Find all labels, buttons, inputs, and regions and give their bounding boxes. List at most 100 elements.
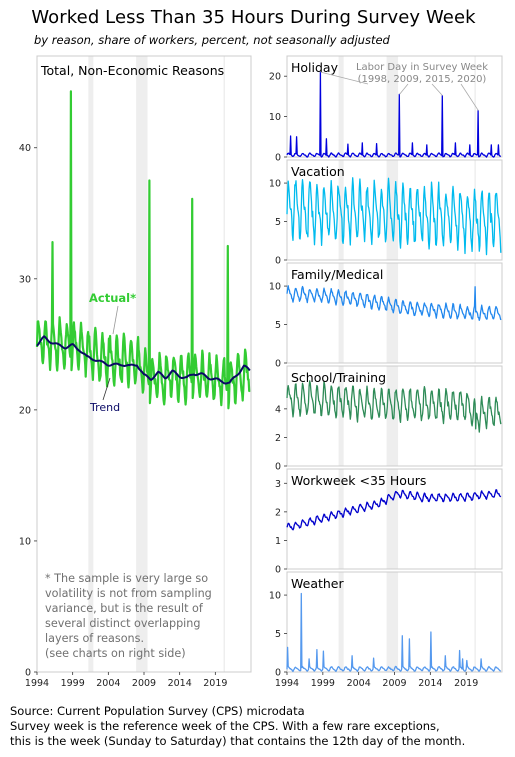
x-tick-label: 1994 — [275, 678, 299, 689]
y-tick-label: 0 — [275, 153, 281, 164]
recession-band — [386, 160, 399, 260]
annotation-line: Labor Day in Survey Week — [356, 62, 488, 73]
y-tick-label: 0 — [275, 668, 281, 679]
y-tick-label: 20 — [269, 72, 281, 83]
recession-band — [338, 263, 344, 363]
label-actual: Actual* — [89, 291, 136, 305]
series-workweek-line — [286, 489, 502, 531]
y-tick-label: 10 — [269, 282, 281, 293]
recession-band — [338, 366, 344, 466]
recession-band — [136, 56, 148, 672]
series-school-line — [286, 380, 502, 433]
panel-frame — [286, 55, 503, 158]
y-tick-label: 10 — [269, 591, 281, 602]
footer-source: Source: Current Population Survey (CPS) … — [10, 704, 305, 718]
panel-title-school: School/Training — [291, 370, 386, 385]
y-tick-label: 20 — [19, 405, 31, 416]
series-vacation-line — [286, 177, 502, 256]
x-tick-label: 2019 — [203, 678, 227, 689]
y-tick-label: 10 — [269, 112, 281, 123]
y-tick-label: 2 — [275, 433, 281, 444]
y-tick-label: 3 — [275, 479, 281, 490]
footnote-line: variance, but is the result of — [45, 602, 204, 615]
y-tick-label: 5 — [275, 320, 281, 331]
series-holiday-line — [286, 71, 501, 158]
label-trend: Trend — [89, 401, 120, 414]
x-tick-label: 2019 — [454, 678, 478, 689]
y-tick-label: 10 — [19, 536, 31, 547]
panel-title-vacation: Vacation — [291, 164, 345, 179]
x-tick-label: 2004 — [96, 678, 120, 689]
recession-band — [386, 469, 399, 569]
y-tick-label: 0 — [275, 565, 281, 576]
recession-band — [474, 469, 476, 569]
panel-main: 0 10 20 30 40 1994 1999 2004 2009 2014 2019 — [19, 55, 252, 689]
x-tick-label: 1994 — [25, 678, 49, 689]
panel-holiday: 0 10 20 — [269, 55, 503, 164]
footnote-line: several distinct overlapping — [45, 617, 200, 630]
y-tick-label: 5 — [275, 629, 281, 640]
y-tick-label: 0 — [275, 256, 281, 267]
series-family-line — [286, 285, 502, 321]
recession-band — [474, 263, 476, 363]
annotation-pointer — [460, 83, 479, 111]
recession-band — [338, 469, 344, 569]
series-trend-line — [36, 335, 251, 385]
annotation-pointer — [320, 71, 369, 85]
label-trend-pointer — [102, 377, 111, 401]
y-tick-label: 30 — [19, 274, 31, 285]
series-actual-line — [35, 90, 251, 410]
x-tick-label: 2014 — [418, 678, 442, 689]
recession-band — [474, 572, 476, 672]
footer: Source: Current Population Survey (CPS) … — [10, 704, 465, 749]
recession-band — [474, 160, 476, 260]
panel-school: 0 2 4 — [275, 365, 503, 473]
panel-workweek: 0 1 2 3 — [275, 468, 503, 576]
series-weather-line — [286, 592, 502, 673]
label-actual-pointer — [112, 305, 119, 335]
x-tick-label: 1999 — [61, 678, 85, 689]
panel-weather: 0 5 10 1994 1999 2004 2009 2014 2019 — [269, 571, 503, 689]
annotation-line: (1998, 2009, 2015, 2020) — [358, 74, 487, 85]
y-tick-label: 10 — [269, 179, 281, 190]
recession-band — [386, 56, 399, 157]
footnote-line: layers of reasons. — [45, 632, 144, 645]
x-tick-label: 2014 — [168, 678, 192, 689]
y-tick-label: 0 — [25, 668, 31, 679]
y-tick-label: 4 — [275, 404, 281, 415]
footnote-line: * The sample is very large so — [45, 572, 208, 585]
y-tick-label: 0 — [275, 462, 281, 473]
panel-title-family: Family/Medical — [291, 267, 383, 282]
panel-vacation: 0 5 10 — [269, 159, 503, 267]
page-title: Worked Less Than 35 Hours During Survey … — [31, 7, 476, 28]
panel-frame — [286, 262, 503, 364]
y-tick-label: 2 — [275, 507, 281, 518]
footnote-line: volatility is not from sampling — [45, 587, 212, 600]
y-tick-label: 0 — [275, 359, 281, 370]
recession-band — [386, 572, 399, 672]
footer-note-2: this is the week (Sunday to Saturday) th… — [10, 734, 466, 748]
footer-note-1: Survey week is the reference week of the… — [10, 719, 440, 733]
recession-band — [386, 263, 399, 363]
panel-title-holiday: Holiday — [291, 60, 339, 75]
y-tick-label: 1 — [275, 536, 281, 547]
panel-family: 0 5 10 — [269, 262, 503, 370]
panel-title-weather: Weather — [291, 576, 344, 591]
panel-title-main: Total, Non-Economic Reasons — [40, 63, 224, 78]
y-tick-label: 5 — [275, 217, 281, 228]
y-tick-label: 40 — [19, 143, 31, 154]
x-tick-label: 2009 — [132, 678, 156, 689]
recession-band — [474, 56, 476, 157]
panel-title-workweek: Workweek <35 Hours — [291, 473, 426, 488]
x-tick-label: 1999 — [311, 678, 335, 689]
x-tick-label: 2009 — [382, 678, 406, 689]
x-tick-label: 2004 — [347, 678, 371, 689]
recession-band — [338, 56, 344, 157]
recession-band — [338, 572, 344, 672]
annotation-pointer — [399, 83, 409, 95]
footnote-line: (see charts on right side) — [45, 647, 186, 660]
panel-frame — [286, 468, 503, 570]
panel-frame — [286, 365, 503, 467]
page-subtitle: by reason, share of workers, percent, no… — [34, 33, 390, 47]
